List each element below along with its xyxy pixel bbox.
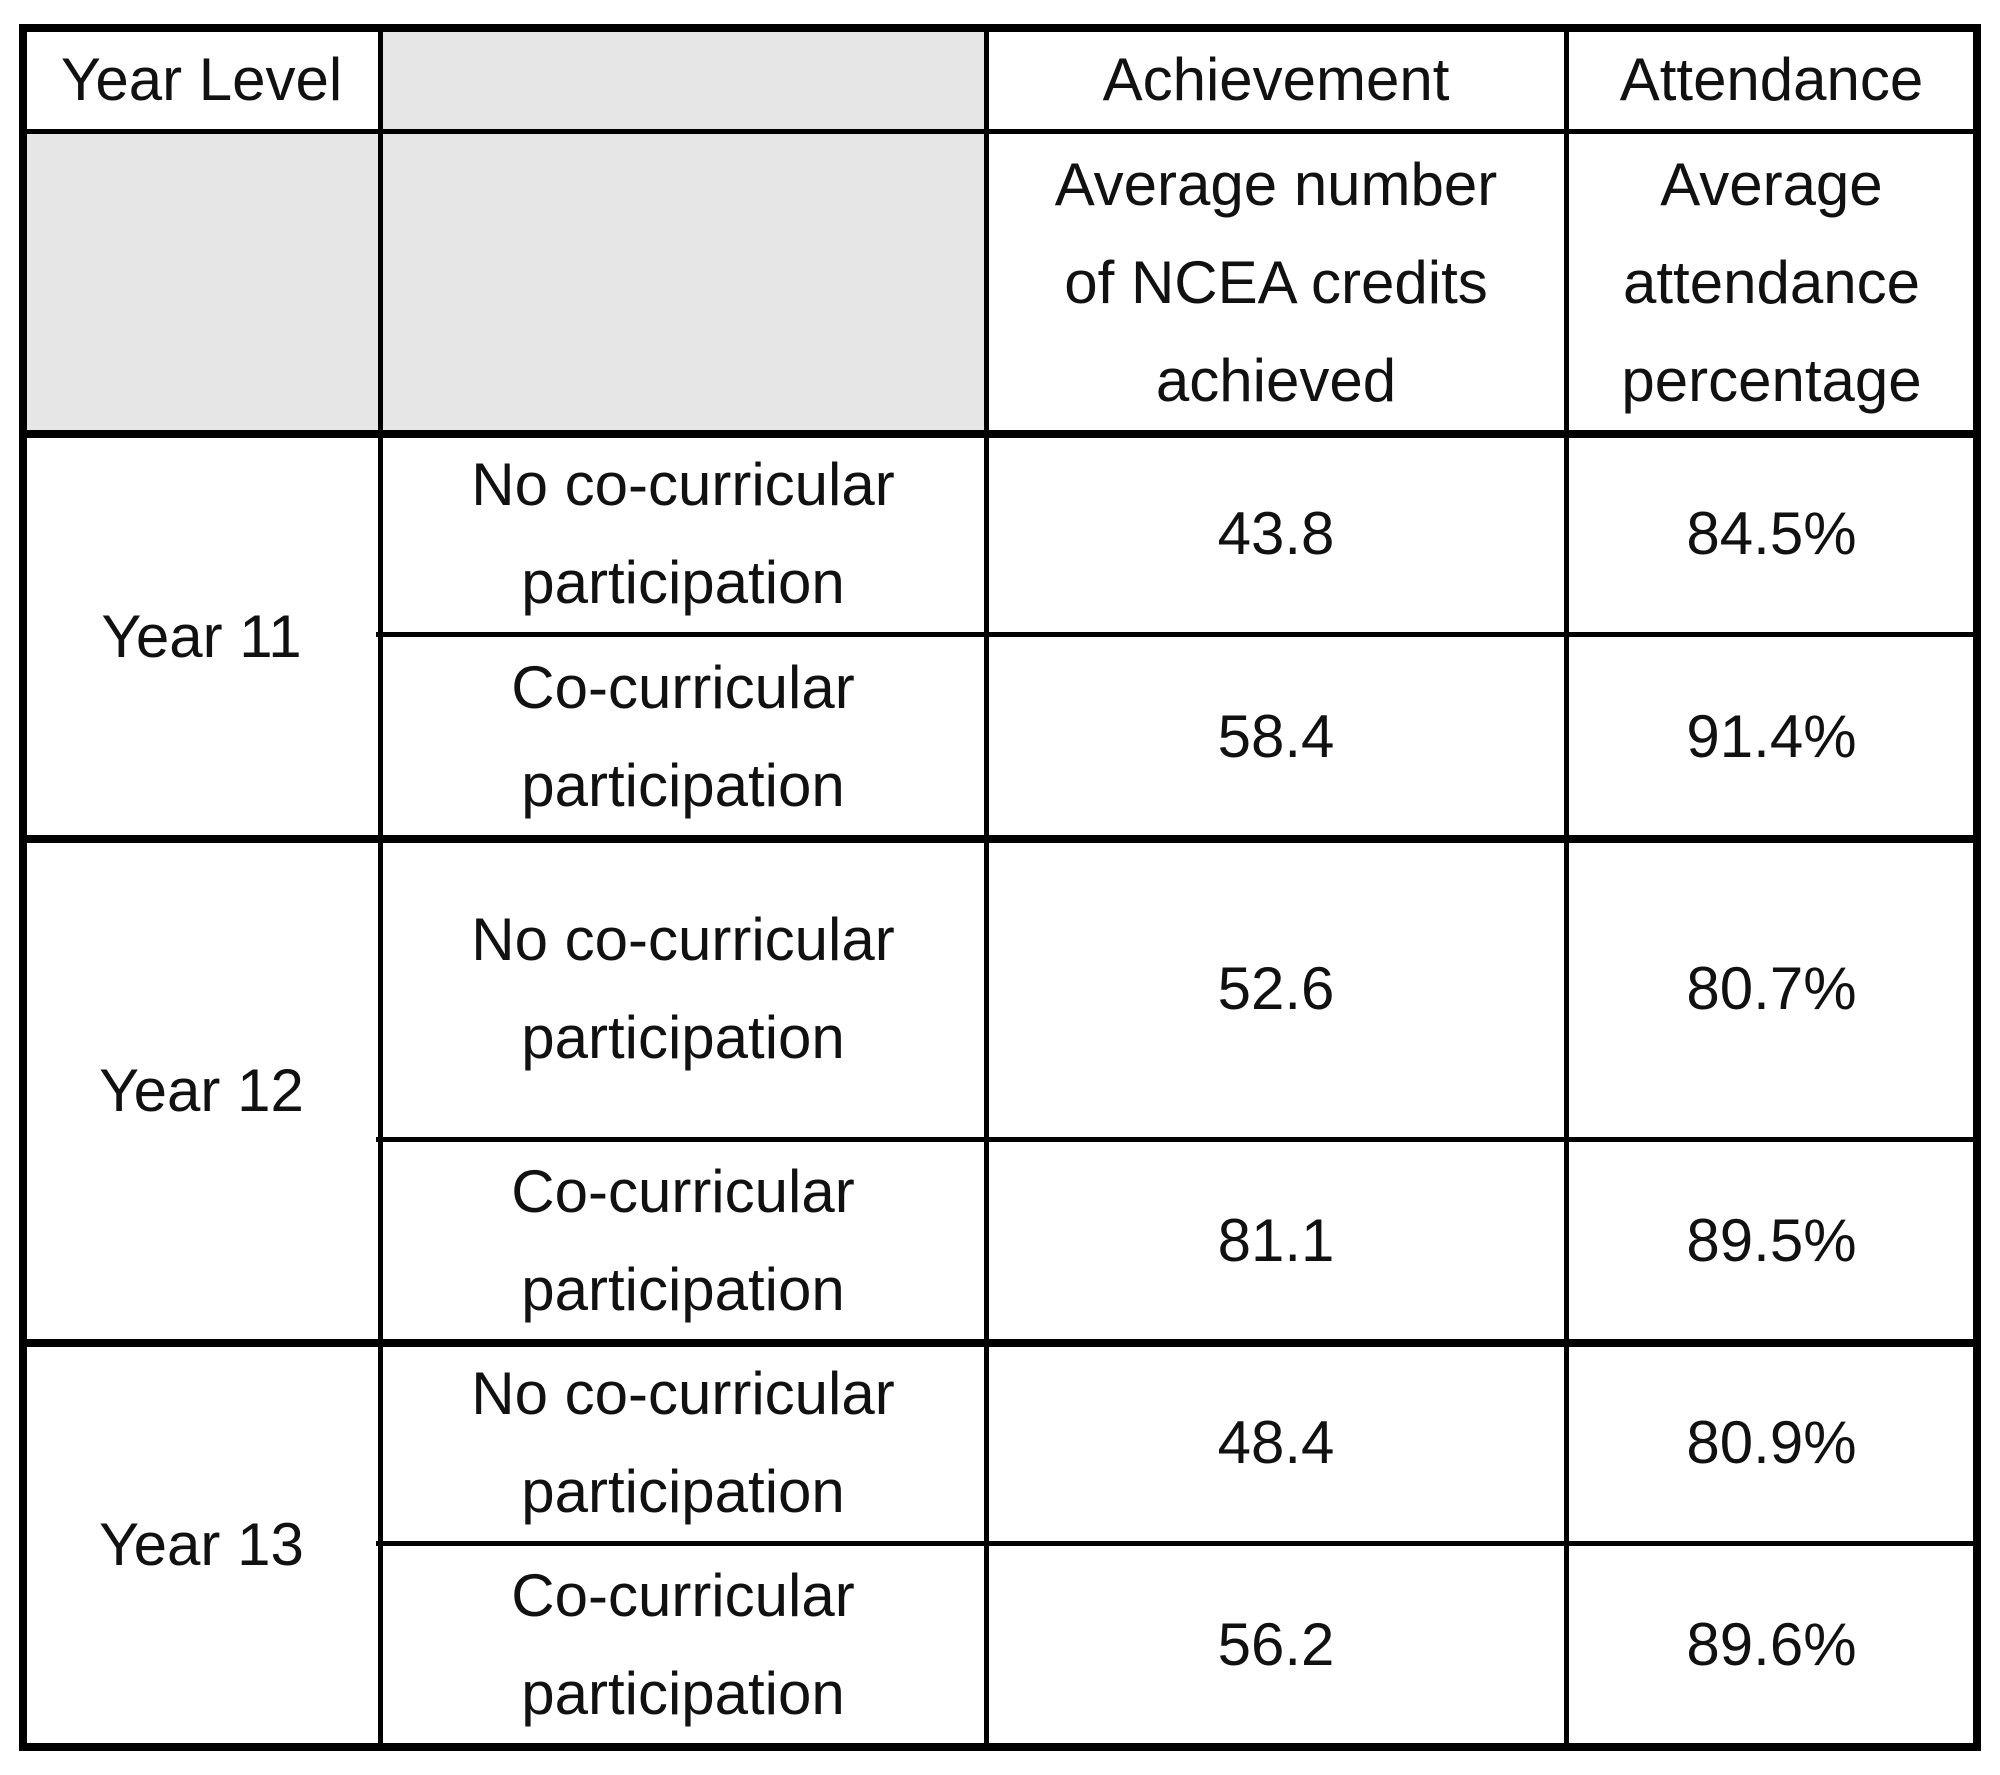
header-cell: Achievement xyxy=(1102,45,1450,113)
table-border xyxy=(19,1339,1981,1347)
header-cell: Year Level xyxy=(60,45,343,113)
value-cell: 80.9% xyxy=(1686,1409,1857,1476)
value-cell: 80.7% xyxy=(1686,955,1857,1022)
value-cell: 43.8 xyxy=(1217,500,1335,567)
value-cell: 91.4% xyxy=(1686,702,1857,770)
value-cell: 89.6% xyxy=(1686,1611,1857,1678)
table-border xyxy=(19,24,27,1751)
table-border xyxy=(376,631,1981,637)
header-cell: Attendance xyxy=(1619,45,1924,113)
table-border xyxy=(376,1136,1981,1142)
header-cell: Average attendance percentage xyxy=(1621,150,1922,414)
value-cell: 84.5% xyxy=(1686,500,1857,567)
group-cell: Co-curricular participation xyxy=(511,1562,855,1727)
table-border xyxy=(19,128,1981,134)
value-cell: 52.6 xyxy=(1217,955,1335,1022)
group-cell: Co-curricular participation xyxy=(511,653,855,819)
value-cell: 58.4 xyxy=(1217,702,1335,770)
table-border xyxy=(19,1743,1981,1751)
value-cell: 81.1 xyxy=(1217,1207,1335,1274)
header-blank xyxy=(380,131,986,434)
table-border xyxy=(1973,24,1981,1751)
value-cell: 56.2 xyxy=(1217,1611,1335,1678)
year-cell: Year 13 xyxy=(99,1511,304,1578)
table-border xyxy=(376,1540,1981,1546)
value-cell: 89.5% xyxy=(1686,1207,1857,1274)
group-cell: Co-curricular participation xyxy=(511,1158,855,1323)
table-border xyxy=(19,430,1981,438)
year-cell: Year 11 xyxy=(101,602,302,670)
value-cell: 48.4 xyxy=(1217,1409,1335,1476)
year-cell: Year 12 xyxy=(99,1057,304,1124)
header-blank xyxy=(380,28,986,131)
header-blank xyxy=(23,131,380,434)
table-border xyxy=(1563,24,1569,1751)
table-border xyxy=(983,24,989,1751)
header-cell: Average number of NCEA credits achieved xyxy=(1054,150,1498,414)
group-cell: No co-curricular participation xyxy=(471,906,895,1071)
group-cell: No co-curricular participation xyxy=(471,451,895,616)
group-cell: No co-curricular participation xyxy=(471,1360,895,1525)
table-border xyxy=(377,24,383,1751)
table-border xyxy=(19,835,1981,843)
table-border xyxy=(19,24,1981,32)
